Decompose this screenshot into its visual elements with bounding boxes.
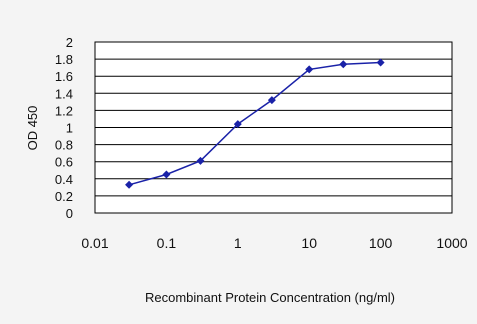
x-tick-label: 10	[301, 235, 317, 251]
data-point	[233, 120, 242, 129]
data-point	[125, 180, 134, 189]
data-point	[196, 156, 205, 165]
data-point	[267, 96, 276, 105]
x-tick-label: 1000	[436, 235, 467, 251]
y-tick-label: 2	[66, 35, 73, 50]
y-tick-label: 1.4	[55, 86, 73, 101]
y-tick-label: 0.6	[55, 155, 73, 170]
y-tick-label: 1.2	[55, 103, 73, 118]
y-tick-label: 0	[66, 206, 73, 221]
series-line	[128, 61, 381, 186]
data-point	[339, 60, 348, 69]
data-point	[376, 58, 385, 67]
x-tick-label: 0.1	[157, 235, 177, 251]
y-tick-label: 1.6	[55, 69, 73, 84]
data-point	[162, 170, 171, 179]
x-tick-label: 1	[234, 235, 242, 251]
x-tick-label: 0.01	[81, 235, 108, 251]
x-tick-label: 100	[369, 235, 393, 251]
y-tick-label: 1.8	[55, 52, 73, 67]
y-tick-label: 0.2	[55, 189, 73, 204]
x-tick-labels: 0.01 0.1 1 10 100 1000	[81, 235, 467, 251]
y-axis-title: OD 450	[25, 106, 40, 151]
x-axis-title: Recombinant Protein Concentration (ng/ml…	[145, 290, 395, 305]
data-point	[305, 65, 314, 74]
series-group	[125, 58, 385, 189]
y-tick-label: 0.4	[55, 172, 73, 187]
y-tick-label: 1	[66, 121, 73, 136]
gridlines	[95, 58, 452, 197]
y-tick-labels: 0 0.2 0.4 0.6 0.8 1 1.2 1.4 1.6 1.8 2	[55, 35, 73, 221]
y-tick-label: 0.8	[55, 138, 73, 153]
